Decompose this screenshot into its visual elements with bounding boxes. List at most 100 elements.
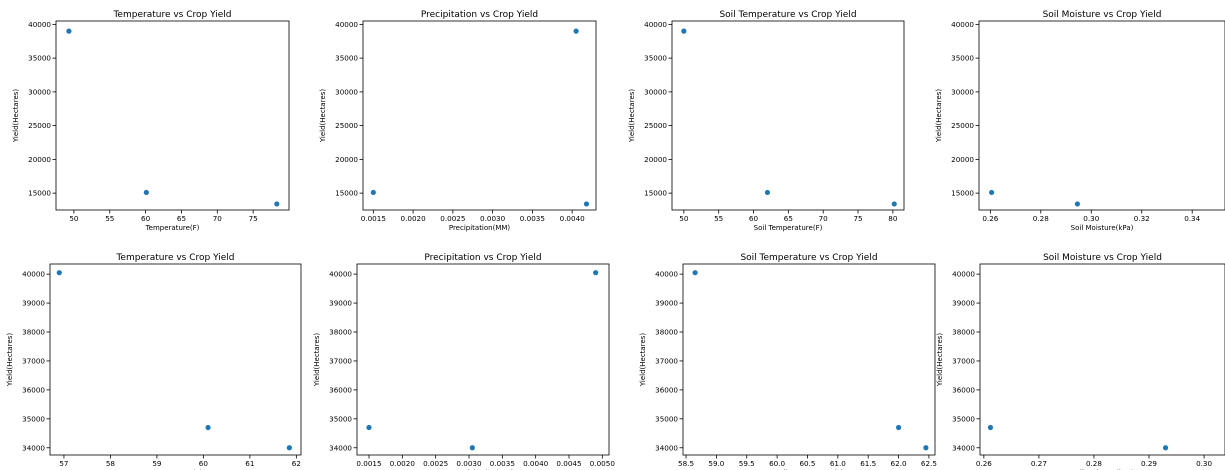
y-tick-label: 35000 [952, 414, 975, 423]
y-tick-label: 40000 [644, 20, 667, 29]
y-tick-label: 34000 [655, 443, 678, 452]
chart-2: Precipitation vs Crop Yield 0.0015 0.0020 0… [319, 10, 597, 232]
data-point [573, 28, 579, 34]
x-tick-label: 0.0025 [423, 459, 448, 468]
data-point [205, 424, 211, 431]
y-tick-label: 40000 [335, 20, 358, 29]
x-tick-label: 0.0040 [560, 214, 586, 223]
x-tick-label: 0.26 [982, 214, 998, 223]
data-point [66, 28, 72, 34]
y-tick-label: 35000 [644, 54, 667, 63]
x-tick-label: 0.0025 [440, 214, 465, 223]
y-tick-label: 35000 [329, 414, 352, 423]
x-tick-label: 75 [249, 214, 258, 223]
data-point [895, 424, 902, 431]
y-tick-label: 25000 [335, 121, 358, 130]
y-tick-label: 36000 [655, 385, 678, 394]
data-point [366, 424, 372, 431]
chart-title: Temperature vs Crop Yield [115, 253, 234, 263]
y-tick-label: 39000 [22, 299, 45, 308]
y-tick-label: 25000 [951, 121, 974, 130]
x-tick-label: 62 [292, 459, 301, 468]
y-tick-label: 15000 [28, 189, 51, 198]
plot-frame [356, 263, 610, 456]
chart-7: Soil Temperature vs Crop Yield 58.5 59.0 59… [639, 253, 937, 470]
y-tick-label: 25000 [644, 121, 667, 130]
x-tick-label: 55 [105, 214, 114, 223]
y-tick-label: 35000 [335, 54, 358, 63]
x-tick-label: 60 [199, 459, 209, 468]
y-axis-label: Yield(Hectares) [12, 89, 20, 144]
y-tick-label: 40000 [22, 270, 45, 279]
x-tick-label: 58.5 [678, 459, 694, 468]
y-tick-label: 37000 [22, 356, 45, 365]
x-tick-label: 0.0045 [556, 459, 581, 468]
chart-title: Soil Moisture vs Crop Yield [1043, 253, 1162, 263]
data-point [593, 270, 599, 276]
y-axis-label: Yield(Hectares) [313, 333, 321, 388]
y-axis-label: Yield(Hectares) [6, 333, 14, 388]
x-tick-label: 0.0040 [523, 459, 549, 468]
x-tick-label: 50 [69, 214, 79, 223]
y-tick-label: 38000 [22, 328, 45, 337]
data-point [143, 189, 149, 196]
x-tick-label: 62.5 [921, 459, 937, 468]
x-tick-label: 0.0035 [490, 459, 515, 468]
y-tick-label: 34000 [952, 443, 975, 452]
y-tick-label: 38000 [952, 328, 975, 337]
y-tick-label: 40000 [951, 20, 974, 29]
plot-frame [362, 20, 597, 211]
x-tick-label: 65 [177, 214, 186, 223]
x-axis-label: Precipitation(MM) [449, 224, 511, 232]
data-point [274, 201, 280, 207]
x-tick-label: 65 [784, 214, 793, 223]
y-axis-label: Yield(Hectares) [628, 89, 636, 144]
x-tick-label: 0.28 [1033, 214, 1049, 223]
y-tick-label: 34000 [329, 443, 352, 452]
y-tick-label: 30000 [644, 87, 667, 96]
y-tick-label: 30000 [335, 87, 358, 96]
x-tick-label: 0.30 [1196, 459, 1212, 468]
x-tick-label: 59 [152, 459, 162, 468]
x-tick-label: 0.0020 [390, 459, 416, 468]
x-tick-label: 0.32 [1134, 214, 1150, 223]
chart-title: Precipitation vs Crop Yield [421, 10, 538, 20]
plot-frame [682, 263, 936, 456]
y-tick-label: 38000 [329, 328, 352, 337]
y-tick-label: 36000 [329, 385, 352, 394]
y-tick-label: 30000 [951, 87, 974, 96]
data-point [583, 201, 590, 207]
y-tick-label: 40000 [655, 270, 678, 279]
y-tick-label: 15000 [335, 189, 358, 198]
x-tick-label: 61.0 [830, 459, 846, 468]
data-point [469, 445, 475, 451]
plot-frame [49, 263, 302, 456]
x-tick-label: 0.0020 [401, 214, 427, 223]
data-point [681, 28, 687, 34]
x-tick-label: 0.0030 [480, 214, 506, 223]
y-tick-label: 35000 [22, 414, 45, 423]
y-tick-label: 35000 [655, 414, 678, 423]
x-tick-label: 0.28 [1086, 459, 1102, 468]
y-tick-label: 35000 [951, 54, 974, 63]
x-tick-label: 55 [714, 214, 723, 223]
y-axis-label: Yield(Hectares) [935, 89, 943, 144]
x-tick-label: 61 [245, 459, 254, 468]
x-tick-label: 80 [888, 214, 898, 223]
x-tick-label: 0.0015 [361, 214, 386, 223]
chart-title: Soil Temperature vs Crop Yield [740, 253, 877, 263]
x-tick-label: 62.0 [891, 459, 907, 468]
x-tick-label: 0.0030 [456, 459, 482, 468]
y-tick-label: 37000 [655, 356, 678, 365]
x-tick-label: 60.0 [769, 459, 785, 468]
y-tick-label: 36000 [22, 385, 45, 394]
x-tick-label: 58 [106, 459, 116, 468]
x-tick-label: 0.0050 [590, 459, 616, 468]
y-axis-label: Yield(Hectares) [639, 333, 647, 388]
y-tick-label: 15000 [644, 189, 667, 198]
y-tick-label: 30000 [28, 87, 51, 96]
y-tick-label: 40000 [329, 270, 352, 279]
x-tick-label: 59.5 [739, 459, 755, 468]
x-tick-label: 0.0015 [356, 459, 381, 468]
